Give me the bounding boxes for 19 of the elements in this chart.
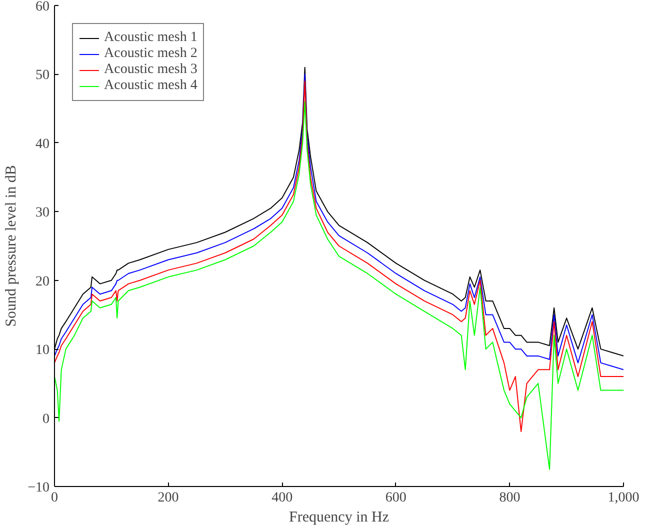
legend-label: Acoustic mesh 4 — [104, 78, 198, 94]
y-tick-label: 50 — [36, 68, 50, 84]
y-tick-label: 30 — [36, 206, 50, 221]
y-axis-title: Sound pressure level in dB — [4, 165, 20, 327]
y-tick-label: 60 — [36, 0, 50, 14]
y-tick-label: 10 — [36, 343, 50, 358]
x-axis-title: Frequency in Hz — [289, 510, 390, 526]
legend-label: Acoustic mesh 3 — [104, 62, 198, 78]
legend-label: Acoustic mesh 2 — [104, 46, 198, 62]
y-tick-label: 40 — [36, 136, 50, 152]
x-tick-label: 800 — [499, 490, 520, 506]
x-tick-label: 600 — [385, 490, 406, 506]
y-tick-label: 20 — [36, 274, 50, 290]
x-tick-label: 1,000 — [608, 490, 640, 506]
x-tick-label: 200 — [158, 490, 179, 506]
x-tick-label: 400 — [272, 490, 293, 506]
y-tick-label: 0 — [42, 412, 50, 427]
legend-label: Acoustic mesh 1 — [104, 30, 198, 46]
y-tick-label: −10 — [28, 480, 50, 496]
